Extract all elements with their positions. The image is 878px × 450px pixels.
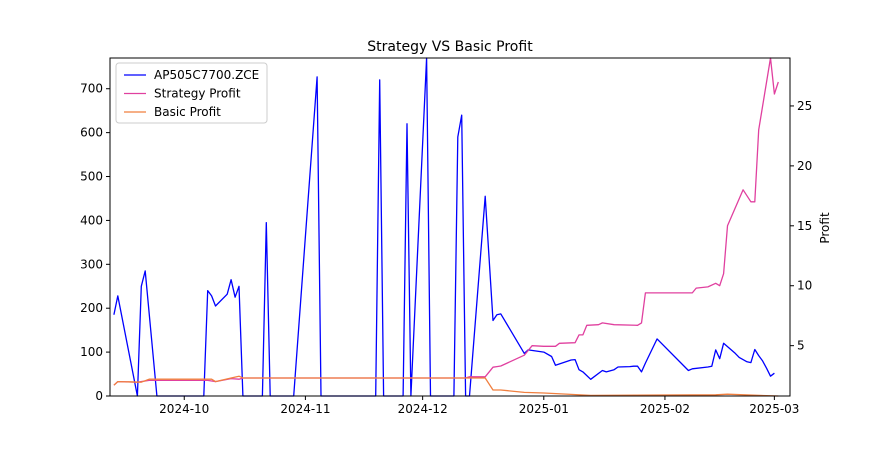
y-right-axis-label: Profit <box>818 212 832 244</box>
plot-frame <box>109 57 791 397</box>
y-left-tick-label: 300 <box>80 257 103 271</box>
y-right-tick-label: 10 <box>797 279 812 293</box>
x-axis: 2024-10 2024-11 2024-12 2025-01 2025-02 2025-… <box>159 396 799 416</box>
series-line-0 <box>113 57 775 397</box>
x-tick-label: 2024-10 <box>159 402 209 416</box>
y-right-tick-label: 25 <box>797 99 812 113</box>
chart-title: Strategy VS Basic Profit <box>367 39 533 55</box>
legend-box <box>115 62 268 124</box>
y-left-tick-label: 0 <box>95 389 103 403</box>
x-tick-label: 2025-02 <box>640 402 690 416</box>
x-tick-label: 2025-03 <box>749 402 799 416</box>
series-line-1 <box>113 57 779 386</box>
legend-label-1: Strategy Profit <box>154 87 241 101</box>
x-tick-label: 2024-11 <box>280 402 330 416</box>
y-left-tick-label: 400 <box>80 213 103 227</box>
y-left-tick-label: 600 <box>80 126 103 140</box>
legend-label-0: AP505C7700.ZCE <box>154 68 259 82</box>
series-line-2 <box>113 375 779 397</box>
y-left-tick-label: 100 <box>80 345 103 359</box>
y-right-axis: 5 10 15 20 25 <box>790 99 812 353</box>
y-left-axis: 0 100 200 300 400 500 600 700 <box>80 82 110 403</box>
series-layer <box>113 57 779 397</box>
y-left-tick-label: 200 <box>80 301 103 315</box>
y-right-tick-label: 5 <box>797 339 805 353</box>
x-tick-label: 2025-01 <box>519 402 569 416</box>
x-tick-label: 2024-12 <box>398 402 448 416</box>
y-left-tick-label: 500 <box>80 170 103 184</box>
y-right-tick-label: 20 <box>797 159 812 173</box>
y-right-tick-label: 15 <box>797 219 812 233</box>
legend-label-2: Basic Profit <box>154 105 221 119</box>
y-left-tick-label: 700 <box>80 82 103 96</box>
legend: AP505C7700.ZCE Strategy Profit Basic Profi… <box>115 62 268 124</box>
